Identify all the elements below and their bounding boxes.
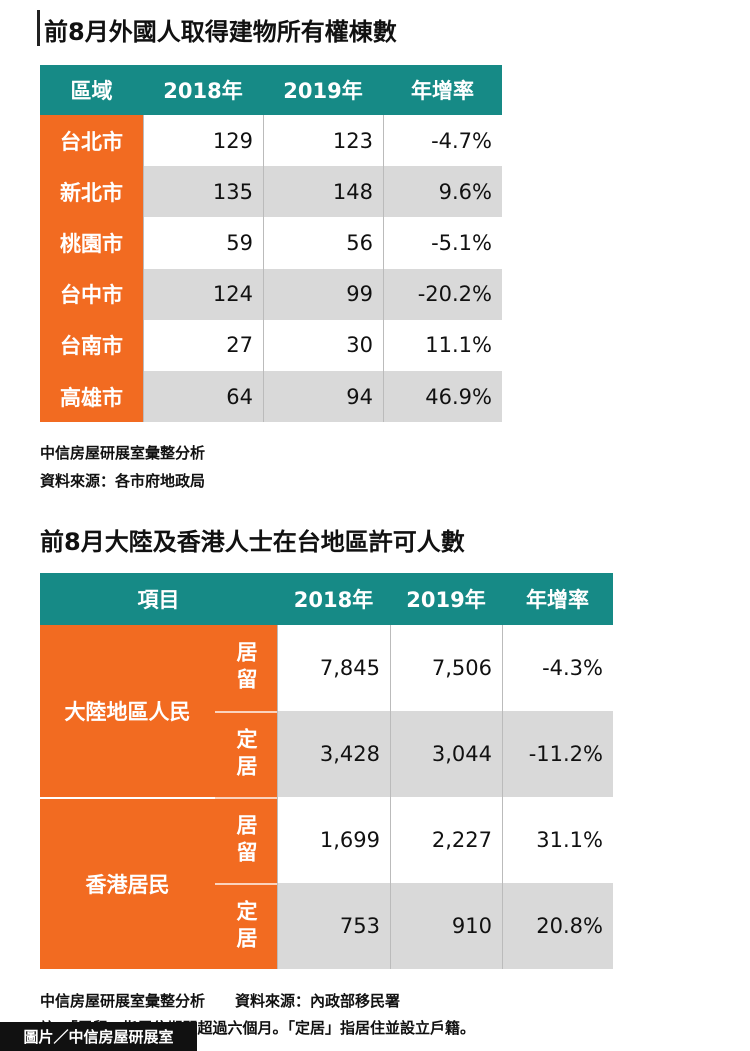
value-cell: 59 [143,217,263,269]
type-cell: 居留 [215,797,277,883]
type-cell: 定居 [215,711,277,797]
table2-title: 前8月大陸及香港人士在台地區許可人數 [40,528,465,556]
region-cell: 台南市 [40,319,143,371]
value-cell: 124 [143,268,263,320]
value-cell: 27 [143,319,263,371]
value-cell: 135 [143,166,263,218]
value-cell: -4.3% [502,625,613,711]
region-cell: 台中市 [40,268,143,320]
table1-title: 前8月外國人取得建物所有權棟數 [44,18,397,46]
value-cell: 7,506 [390,625,502,711]
value-cell: 11.1% [383,319,502,371]
header-cell: 年增率 [502,573,613,625]
value-cell: 9.6% [383,166,502,218]
value-cell: 64 [143,371,263,423]
note: 資料來源：各市府地政局 [40,472,206,490]
value-cell: 3,428 [277,711,390,797]
region-cell: 新北市 [40,166,143,218]
value-cell: 31.1% [502,797,613,883]
header-cell: 2019年 [263,65,383,115]
value-cell: -4.7% [383,115,502,167]
header-cell: 2018年 [143,65,263,115]
header-cell: 年增率 [383,65,502,115]
caption: 圖片／中信房屋研展室 [0,1022,197,1051]
value-cell: 753 [277,883,390,969]
value-cell: 99 [263,268,383,320]
group-cell: 香港居民 [40,797,215,969]
value-cell: 910 [390,883,502,969]
value-cell: 20.8% [502,883,613,969]
value-cell: -11.2% [502,711,613,797]
value-cell: 1,699 [277,797,390,883]
type-cell: 定居 [215,883,277,969]
value-cell: 46.9% [383,371,502,423]
value-cell: 94 [263,371,383,423]
value-cell: 3,044 [390,711,502,797]
header-cell: 2018年 [277,573,390,625]
title-bar [37,10,40,46]
note: 中信房屋研展室彙整分析 資料來源：內政部移民署 [40,992,401,1010]
value-cell: 56 [263,217,383,269]
type-cell: 居留 [215,625,277,711]
value-cell: 30 [263,319,383,371]
value-cell: 2,227 [390,797,502,883]
value-cell: 7,845 [277,625,390,711]
header-cell: 2019年 [390,573,502,625]
value-cell: -5.1% [383,217,502,269]
group-cell: 大陸地區人民 [40,625,215,797]
value-cell: 123 [263,115,383,167]
header-cell: 區域 [40,65,143,115]
note: 中信房屋研展室彙整分析 [40,444,206,462]
value-cell: 129 [143,115,263,167]
value-cell: 148 [263,166,383,218]
region-cell: 台北市 [40,115,143,167]
value-cell: -20.2% [383,268,502,320]
header-cell: 項目 [40,573,277,625]
region-cell: 桃園市 [40,217,143,269]
region-cell: 高雄市 [40,371,143,423]
